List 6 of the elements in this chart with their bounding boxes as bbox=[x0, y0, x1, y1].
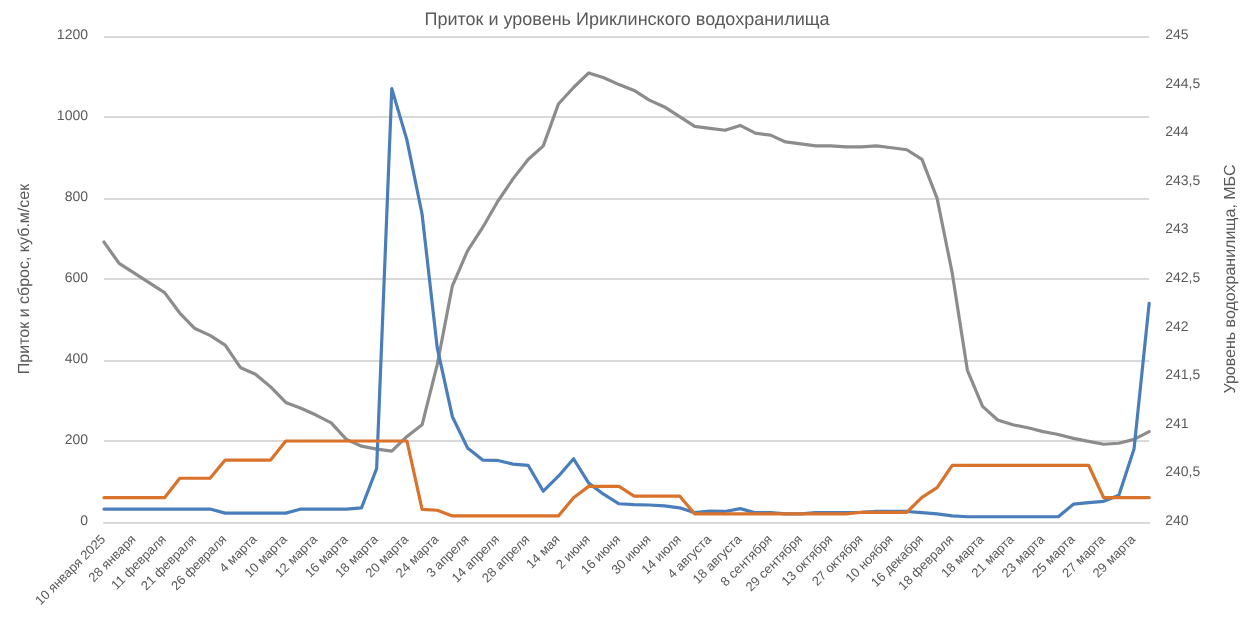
chart-title: Приток и уровень Ириклинского водохранилища bbox=[424, 9, 830, 29]
line-series bbox=[102, 439, 1151, 518]
line-series bbox=[102, 87, 1151, 519]
y-axis-title: Приток и сброс, куб.м/сек bbox=[15, 182, 33, 375]
line-series bbox=[102, 71, 1151, 453]
y2-axis-title: Уровень водохранилища, МБС bbox=[1221, 164, 1239, 394]
